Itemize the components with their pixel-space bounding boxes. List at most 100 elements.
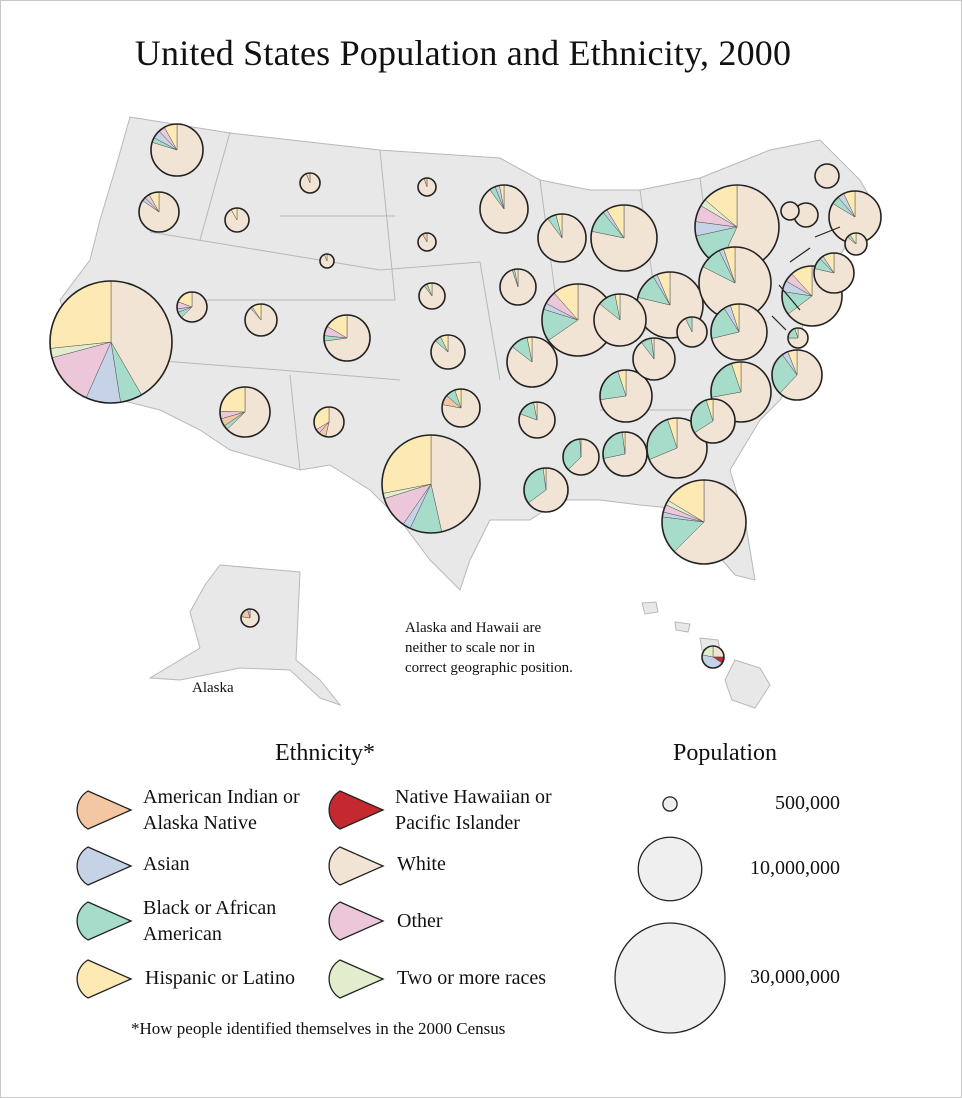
state-pie-32 [418,282,446,310]
pie-outline [479,184,529,234]
pie-outline [701,645,725,669]
population-size-circle-2 [614,922,726,1034]
state-pie-28 [632,337,676,381]
state-border-5 [379,149,396,301]
pie-outline [813,252,855,294]
hawaii-big-island [724,659,771,709]
leader-line-0 [814,226,841,238]
state-pie-27 [441,388,481,428]
pie-outline [632,337,676,381]
page-title: United States Population and Ethnicity, … [134,33,792,73]
state-pie-25 [562,438,600,476]
population-size-circle-0 [662,796,678,812]
state-pie-0 [49,280,173,404]
state-pie-41 [417,232,437,252]
state-pie-38 [299,172,321,194]
legend-swatch-two-or-more-icon [328,959,385,999]
legend-swatch-asian-icon [76,846,133,886]
pie-outline [780,201,800,221]
pie-outline [176,291,208,323]
legend-label-asian: Asian [143,853,190,875]
pie-slice-hispanic [49,280,112,349]
state-pie-13 [599,369,653,423]
pie-outline [150,123,204,177]
census-footnote: *How people identified themselves in the… [131,1019,506,1038]
state-pie-26 [518,401,556,439]
state-pie-1 [381,434,481,534]
state-pie-4 [541,283,615,357]
pie-outline [781,265,843,327]
pie-outline [319,253,335,269]
pie-outline [323,314,371,362]
legend-label-native-hawaiian: Native Hawaiian or Pacific Islander [395,786,552,834]
pie-outline [844,232,868,256]
state-pie-45 [844,232,868,256]
state-pie-9 [646,417,708,479]
legend-label-american-indian: American Indian or Alaska Native [143,786,300,834]
legend-label-two-or-more: Two or more races [397,967,547,989]
state-pie-44 [780,201,800,221]
pie-outline [690,398,736,444]
population-label-10m: 10,000,000 [750,857,840,879]
pie-outline [590,204,658,272]
state-pie-3 [661,479,747,565]
leader-line-2 [771,315,787,331]
pie-outline [430,334,466,370]
legend-label-hispanic: Hispanic or Latino [145,967,295,989]
population-size-circle-1 [637,836,703,902]
pie-outline [313,406,345,438]
population-legend-title: Population [673,740,778,766]
pie-outline [562,438,600,476]
state-pie-5 [590,204,658,272]
state-pie-18 [690,398,736,444]
pie-outline [224,207,250,233]
pie-outline [417,177,437,197]
state-pie-39 [319,253,335,269]
pie-outline [602,431,648,477]
pie-outline [710,303,768,361]
state-border-0 [149,231,481,271]
pie-outline [138,191,180,233]
legend-swatch-hispanic-icon [76,959,133,999]
alaska-hawaii-note: Alaska and Hawaii are neither to scale n… [405,620,573,676]
pie-outline [676,316,708,348]
pie-outline [418,282,446,310]
state-pie-15 [219,386,271,438]
pie-outline [661,479,747,565]
state-pie-16 [323,314,371,362]
hawaii-kauai [641,601,659,615]
state-pie-11 [710,303,768,361]
state-pie-charts [49,123,882,669]
alaska-shape [148,564,342,707]
pie-outline [299,172,321,194]
legend-swatch-american-indian-icon [76,790,133,830]
state-pie-14 [506,336,558,388]
pie-outline [814,163,840,189]
legend-icons [76,790,726,1034]
state-border-3 [199,131,231,241]
pie-outline [771,349,823,401]
legend-label-black: Black or African American [143,897,277,945]
alaska-label: Alaska [192,680,234,696]
pie-outline [646,417,708,479]
legend-swatch-other-icon [328,901,385,941]
state-pie-21 [150,123,204,177]
state-pie-20 [537,213,587,263]
state-pie-47 [787,327,809,349]
pie-outline [599,369,653,423]
pie-outline [219,386,271,438]
pie-outline [381,434,481,534]
state-pie-17 [771,349,823,401]
state-pie-37 [224,207,250,233]
population-label-30m: 30,000,000 [750,966,840,988]
pie-outline [518,401,556,439]
pie-outline [593,293,647,347]
state-pie-33 [430,334,466,370]
population-label-500k: 500,000 [775,792,840,814]
legend-swatch-white-icon [328,846,385,886]
state-pie-34 [244,303,278,337]
state-pie-30 [813,252,855,294]
state-pie-40 [417,177,437,197]
state-pie-22 [138,191,180,233]
ethnicity-legend-title: Ethnicity* [275,740,375,766]
